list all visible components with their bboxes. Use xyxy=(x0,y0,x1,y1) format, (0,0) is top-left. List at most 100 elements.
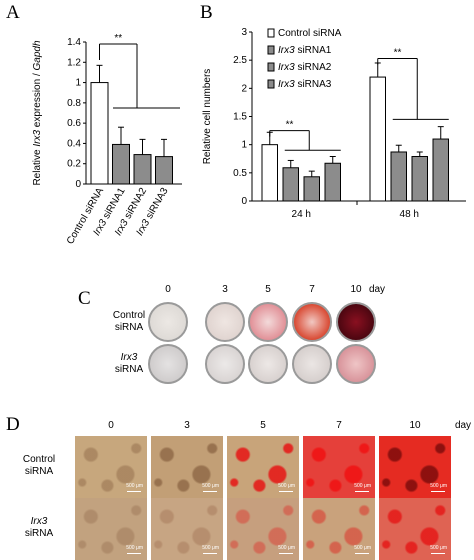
x-tick-label-b: 48 h xyxy=(400,209,419,220)
y-tick-label-a: 0.2 xyxy=(67,159,81,170)
scale-bar-label: 500 μm xyxy=(430,483,447,489)
y-tick-label-b: 2.5 xyxy=(233,55,247,66)
culture-well xyxy=(336,344,376,384)
row-label-line1: Control xyxy=(112,310,146,321)
panel-letter-d: D xyxy=(6,414,20,435)
scale-bar xyxy=(127,552,141,554)
bar-b xyxy=(282,167,299,202)
y-tick-label-b: 1 xyxy=(241,140,247,151)
scale-bar-label: 500 μm xyxy=(354,483,371,489)
bar-b xyxy=(390,151,407,202)
microscopy-image: 500 μm xyxy=(303,498,375,560)
row-label-c: Irx3 siRNA xyxy=(96,352,162,376)
y-axis-label-a: Relative Irx3 expression / Gapdh xyxy=(32,40,43,186)
scale-bar xyxy=(431,552,445,554)
panel-letter-a: A xyxy=(6,2,20,23)
day-label-d: 3 xyxy=(184,420,190,431)
y-tick-label-a: 0 xyxy=(75,179,81,190)
significance-label-a: ** xyxy=(114,33,122,44)
scale-bar xyxy=(203,552,217,554)
day-label-c: 10 xyxy=(350,284,362,295)
microscopy-image: 500 μm xyxy=(303,436,375,498)
bar-b xyxy=(411,155,428,202)
bar-a xyxy=(90,82,109,185)
panel-letter-b: B xyxy=(200,2,213,23)
y-tick-label-b: 0 xyxy=(241,196,247,207)
row-label-line2: siRNA xyxy=(114,322,144,333)
legend-label-b: Irx3 siRNA2 xyxy=(278,62,332,73)
legend-label-b: Irx3 siRNA3 xyxy=(278,79,332,90)
day-label-c: 7 xyxy=(309,284,315,295)
row-label-line2: siRNA xyxy=(24,528,54,539)
microscopy-image: 500 μm xyxy=(379,436,451,498)
bar-a xyxy=(155,156,173,185)
y-tick-label-a: 1 xyxy=(75,78,81,89)
microscopy-image: 500 μm xyxy=(151,498,223,560)
y-tick-label-a: 1.2 xyxy=(67,57,81,68)
scale-bar-label: 500 μm xyxy=(202,483,219,489)
significance-label-b: ** xyxy=(286,120,294,131)
panel-d: 0 3 5 7 10 day Control siRNA 500 μm 500 μm 500 μm 5… xyxy=(0,412,474,560)
row-label-line2: siRNA xyxy=(114,364,144,375)
scale-bar-label: 500 μm xyxy=(126,483,143,489)
scale-bar-label: 500 μm xyxy=(278,545,295,551)
legend-label-b: Control siRNA xyxy=(278,28,342,39)
panel-c: 0 3 5 7 10 day Control siRNA Irx3 siRNA xyxy=(0,280,474,410)
culture-well xyxy=(292,344,332,384)
legend-swatch-b xyxy=(267,45,275,55)
microscopy-image: 500 μm xyxy=(227,498,299,560)
scale-bar xyxy=(203,490,217,492)
y-tick-label-a: 1.4 xyxy=(67,37,81,48)
legend-label-b: Irx3 siRNA1 xyxy=(278,45,332,56)
x-tick-label-b: 24 h xyxy=(292,209,311,220)
y-tick-label-b: 0.5 xyxy=(233,168,247,179)
bar-a xyxy=(133,154,152,185)
day-label-c: 5 xyxy=(265,284,271,295)
day-unit-label-d: day xyxy=(454,420,472,431)
significance-label-b: ** xyxy=(394,47,402,58)
day-label-d: 0 xyxy=(108,420,114,431)
row-label-d: Irx3 siRNA xyxy=(8,516,70,540)
culture-well xyxy=(148,302,188,342)
day-label-d: 10 xyxy=(409,420,421,431)
scale-bar-label: 500 μm xyxy=(278,483,295,489)
microscopy-image: 500 μm xyxy=(151,436,223,498)
day-unit-label-c: day xyxy=(368,284,386,295)
culture-well xyxy=(205,344,245,384)
y-tick-label-a: 0.8 xyxy=(67,98,81,109)
day-label-d: 5 xyxy=(260,420,266,431)
row-label-c: Control siRNA xyxy=(96,310,162,334)
row-label-line1: Irx3 xyxy=(120,352,138,363)
legend-swatch-b xyxy=(267,62,275,72)
bar-b xyxy=(261,144,278,202)
scale-bar xyxy=(431,490,445,492)
culture-well xyxy=(205,302,245,342)
day-label-c: 3 xyxy=(222,284,228,295)
bar-b xyxy=(303,176,320,202)
scale-bar-label: 500 μm xyxy=(202,545,219,551)
scale-bar xyxy=(279,490,293,492)
microscopy-image: 500 μm xyxy=(379,498,451,560)
chart-a: 0 0.2 0.4 0.6 0.8 1 1.2 1.4 Relative Irx3 expres… xyxy=(32,33,182,246)
y-tick-label-a: 0.4 xyxy=(67,138,81,149)
scale-bar xyxy=(355,490,369,492)
culture-well xyxy=(248,302,288,342)
legend-swatch-b xyxy=(267,79,275,89)
day-label-d: 7 xyxy=(336,420,342,431)
row-label-line1: Irx3 xyxy=(30,516,48,527)
panel-letter-c: C xyxy=(78,288,91,309)
culture-well xyxy=(292,302,332,342)
culture-well xyxy=(248,344,288,384)
legend-swatch-b xyxy=(267,28,275,38)
microscopy-image: 500 μm xyxy=(227,436,299,498)
row-label-line1: Control xyxy=(22,454,56,465)
scale-bar xyxy=(279,552,293,554)
y-tick-label-a: 0.6 xyxy=(67,118,81,129)
y-tick-label-b: 2 xyxy=(241,83,247,94)
chart-b: 0 0.5 1 1.5 2 2.5 3 Relative cell numbers 24 h 48… xyxy=(202,27,466,220)
bar-b xyxy=(369,76,386,202)
scale-bar xyxy=(355,552,369,554)
y-axis-label-b: Relative cell numbers xyxy=(202,69,213,165)
culture-well xyxy=(336,302,376,342)
bar-b xyxy=(432,138,449,202)
